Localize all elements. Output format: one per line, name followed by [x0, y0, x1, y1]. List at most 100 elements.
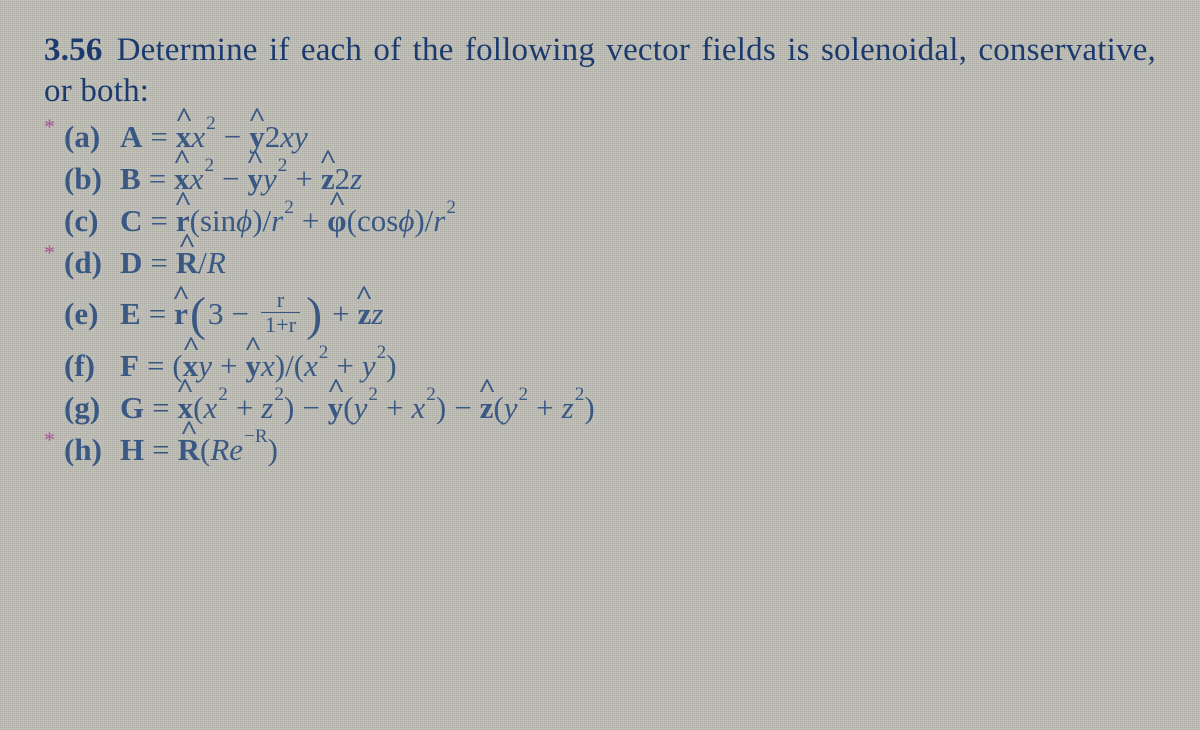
- unit-vector-z-hat: z: [358, 296, 372, 332]
- unit-vector-y-hat: y: [328, 390, 344, 426]
- item-label: (a): [64, 119, 120, 155]
- equals-sign: =: [144, 390, 177, 426]
- operator: +: [378, 390, 411, 426]
- big-paren: ): [304, 287, 324, 342]
- operator: +: [528, 390, 561, 426]
- superscript: 2: [446, 197, 456, 219]
- item-label: (f): [64, 348, 120, 384]
- superscript: 2: [377, 342, 387, 364]
- problem-number: 3.56: [44, 32, 103, 68]
- vector-name: G: [120, 390, 144, 426]
- expression: C=r(sin ϕ)/r2+φ(cos ϕ)/r2: [120, 203, 456, 239]
- variable: y: [294, 119, 308, 155]
- equals-sign: =: [141, 296, 174, 332]
- item-e: (e)E=r(3−r1+r)+zz: [44, 287, 1156, 342]
- item-label: (h): [64, 432, 120, 468]
- operator: −: [216, 119, 249, 155]
- variable: x: [304, 348, 318, 384]
- math-text: (sin: [190, 203, 237, 239]
- variable: R: [207, 245, 226, 281]
- unit-vector-y-hat: y: [248, 161, 264, 197]
- variable: z: [562, 390, 574, 426]
- vector-name: F: [120, 348, 139, 384]
- unit-vector-φ-hat: φ: [327, 203, 346, 239]
- variable: ϕ: [236, 203, 252, 239]
- variable: y: [504, 390, 518, 426]
- variable: e: [229, 432, 243, 468]
- asterisk-icon: *: [44, 242, 62, 264]
- math-text: 2: [265, 119, 281, 155]
- variable: z: [350, 161, 362, 197]
- item-label: (g): [64, 390, 120, 426]
- variable: R: [210, 432, 229, 468]
- expression: A=xx2−y2xy: [120, 119, 308, 155]
- unit-vector-r-hat: r: [174, 296, 188, 332]
- expression: B=xx2−yy2+z2z: [120, 161, 362, 197]
- expression: F=(xy+yx)/(x2+y2): [120, 348, 397, 384]
- unit-vector-z-hat: z: [480, 390, 494, 426]
- item-label: (c): [64, 203, 120, 239]
- item-label: (b): [64, 161, 120, 197]
- operator: +: [228, 390, 261, 426]
- operator: +: [212, 348, 245, 384]
- unit-vector-R-hat: R: [178, 432, 200, 468]
- item-c: (c)C=r(sin ϕ)/r2+φ(cos ϕ)/r2: [44, 203, 1156, 239]
- operator: +: [287, 161, 320, 197]
- superscript: 2: [426, 384, 436, 406]
- vector-name: C: [120, 203, 142, 239]
- math-text: )/(: [275, 348, 304, 384]
- vector-name: B: [120, 161, 141, 197]
- problem-title: 3.56Determine if each of the following v…: [44, 30, 1156, 113]
- expression: D=R/R: [120, 245, 226, 281]
- vector-name: A: [120, 119, 142, 155]
- math-text: 3: [208, 296, 224, 332]
- variable: y: [198, 348, 212, 384]
- item-d: *(d)D=R/R: [44, 245, 1156, 281]
- equals-sign: =: [142, 245, 175, 281]
- operator: −: [446, 390, 479, 426]
- variable: x: [411, 390, 425, 426]
- expression: H=R(Re−R): [120, 432, 278, 468]
- math-text: ): [284, 390, 294, 426]
- superscript: 2: [368, 384, 378, 406]
- superscript: 2: [319, 342, 329, 364]
- fraction-numerator: r: [273, 288, 288, 311]
- superscript: 2: [575, 384, 585, 406]
- vector-name: H: [120, 432, 144, 468]
- equals-sign: =: [142, 203, 175, 239]
- vector-name: E: [120, 296, 141, 332]
- superscript: 2: [284, 197, 294, 219]
- superscript: −R: [244, 426, 268, 448]
- variable: z: [261, 390, 273, 426]
- variable: z: [371, 296, 383, 332]
- variable: ϕ: [398, 203, 414, 239]
- operator: +: [324, 296, 357, 332]
- variable: x: [203, 390, 217, 426]
- equals-sign: =: [141, 161, 174, 197]
- item-h: *(h)H=R(Re−R): [44, 432, 1156, 468]
- unit-vector-R-hat: R: [176, 245, 198, 281]
- superscript: 2: [519, 384, 529, 406]
- variable: y: [263, 161, 277, 197]
- vector-name: D: [120, 245, 142, 281]
- operator: +: [294, 203, 327, 239]
- problem-prompt: Determine if each of the following vecto…: [44, 32, 1156, 109]
- operator: −: [294, 390, 327, 426]
- superscript: 2: [204, 155, 214, 177]
- math-text: ): [386, 348, 396, 384]
- fraction-denominator: 1+r: [261, 312, 300, 336]
- variable: y: [354, 390, 368, 426]
- math-text: (cos: [347, 203, 399, 239]
- variable: r: [433, 203, 445, 239]
- item-f: (f)F=(xy+yx)/(x2+y2): [44, 348, 1156, 384]
- items-list: *(a)A=xx2−y2xy(b)B=xx2−yy2+z2z(c)C=r(sin…: [44, 119, 1156, 468]
- variable: x: [280, 119, 294, 155]
- item-b: (b)B=xx2−yy2+z2z: [44, 161, 1156, 197]
- superscript: 2: [206, 113, 216, 135]
- math-text: (: [200, 432, 210, 468]
- item-label: (d): [64, 245, 120, 281]
- math-text: ): [436, 390, 446, 426]
- math-text: )/: [252, 203, 271, 239]
- math-text: )/: [414, 203, 433, 239]
- equals-sign: =: [139, 348, 172, 384]
